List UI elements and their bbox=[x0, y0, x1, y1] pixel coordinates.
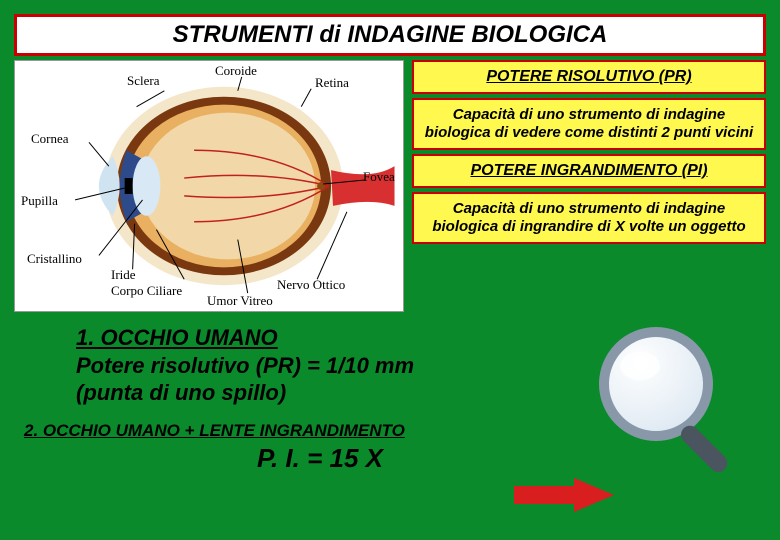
lower-section: 1. OCCHIO UMANO Potere risolutivo (PR) =… bbox=[16, 324, 764, 526]
slide-frame: STRUMENTI di INDAGINE BIOLOGICA bbox=[0, 0, 780, 540]
box1-abbr: (PR) bbox=[659, 68, 692, 85]
title-text: STRUMENTI di INDAGINE BIOLOGICA bbox=[173, 21, 608, 48]
box2-title: POTERE INGRANDIMENTO bbox=[470, 162, 677, 179]
label-sclera: Sclera bbox=[127, 73, 159, 89]
box-potere-ingrandimento-title: POTERE INGRANDIMENTO (PI) bbox=[412, 154, 766, 188]
right-column: POTERE RISOLUTIVO (PR) Capacità di uno s… bbox=[412, 60, 766, 312]
label-coroide: Coroide bbox=[215, 63, 257, 79]
box1-title: POTERE RISOLUTIVO bbox=[486, 68, 654, 85]
label-pupilla: Pupilla bbox=[21, 193, 58, 209]
label-corpo-ciliare: Corpo Ciliare bbox=[111, 283, 182, 299]
label-fovea: Fovea bbox=[363, 169, 395, 185]
label-nervo-ottico: Nervo Ottico bbox=[277, 277, 345, 293]
eye-svg bbox=[15, 61, 403, 311]
label-cornea: Cornea bbox=[31, 131, 69, 147]
box-potere-risolutivo-body: Capacità di uno strumento di indagine bi… bbox=[412, 98, 766, 150]
eye-diagram: Sclera Coroide Retina Cornea Fovea Pupil… bbox=[14, 60, 404, 312]
box2-abbr: (PI) bbox=[682, 162, 708, 179]
label-retina: Retina bbox=[315, 75, 349, 91]
arrow-icon bbox=[514, 478, 614, 512]
box-potere-ingrandimento-body: Capacità di uno strumento di indagine bi… bbox=[412, 192, 766, 244]
label-cristallino: Cristallino bbox=[27, 251, 82, 267]
label-iride: Iride bbox=[111, 267, 136, 283]
label-umor-vitreo: Umor Vitreo bbox=[207, 293, 273, 309]
slide-title: STRUMENTI di INDAGINE BIOLOGICA bbox=[14, 14, 766, 56]
magnifier-icon bbox=[586, 318, 756, 488]
box-potere-risolutivo-title: POTERE RISOLUTIVO (PR) bbox=[412, 60, 766, 94]
upper-row: Sclera Coroide Retina Cornea Fovea Pupil… bbox=[14, 60, 766, 312]
